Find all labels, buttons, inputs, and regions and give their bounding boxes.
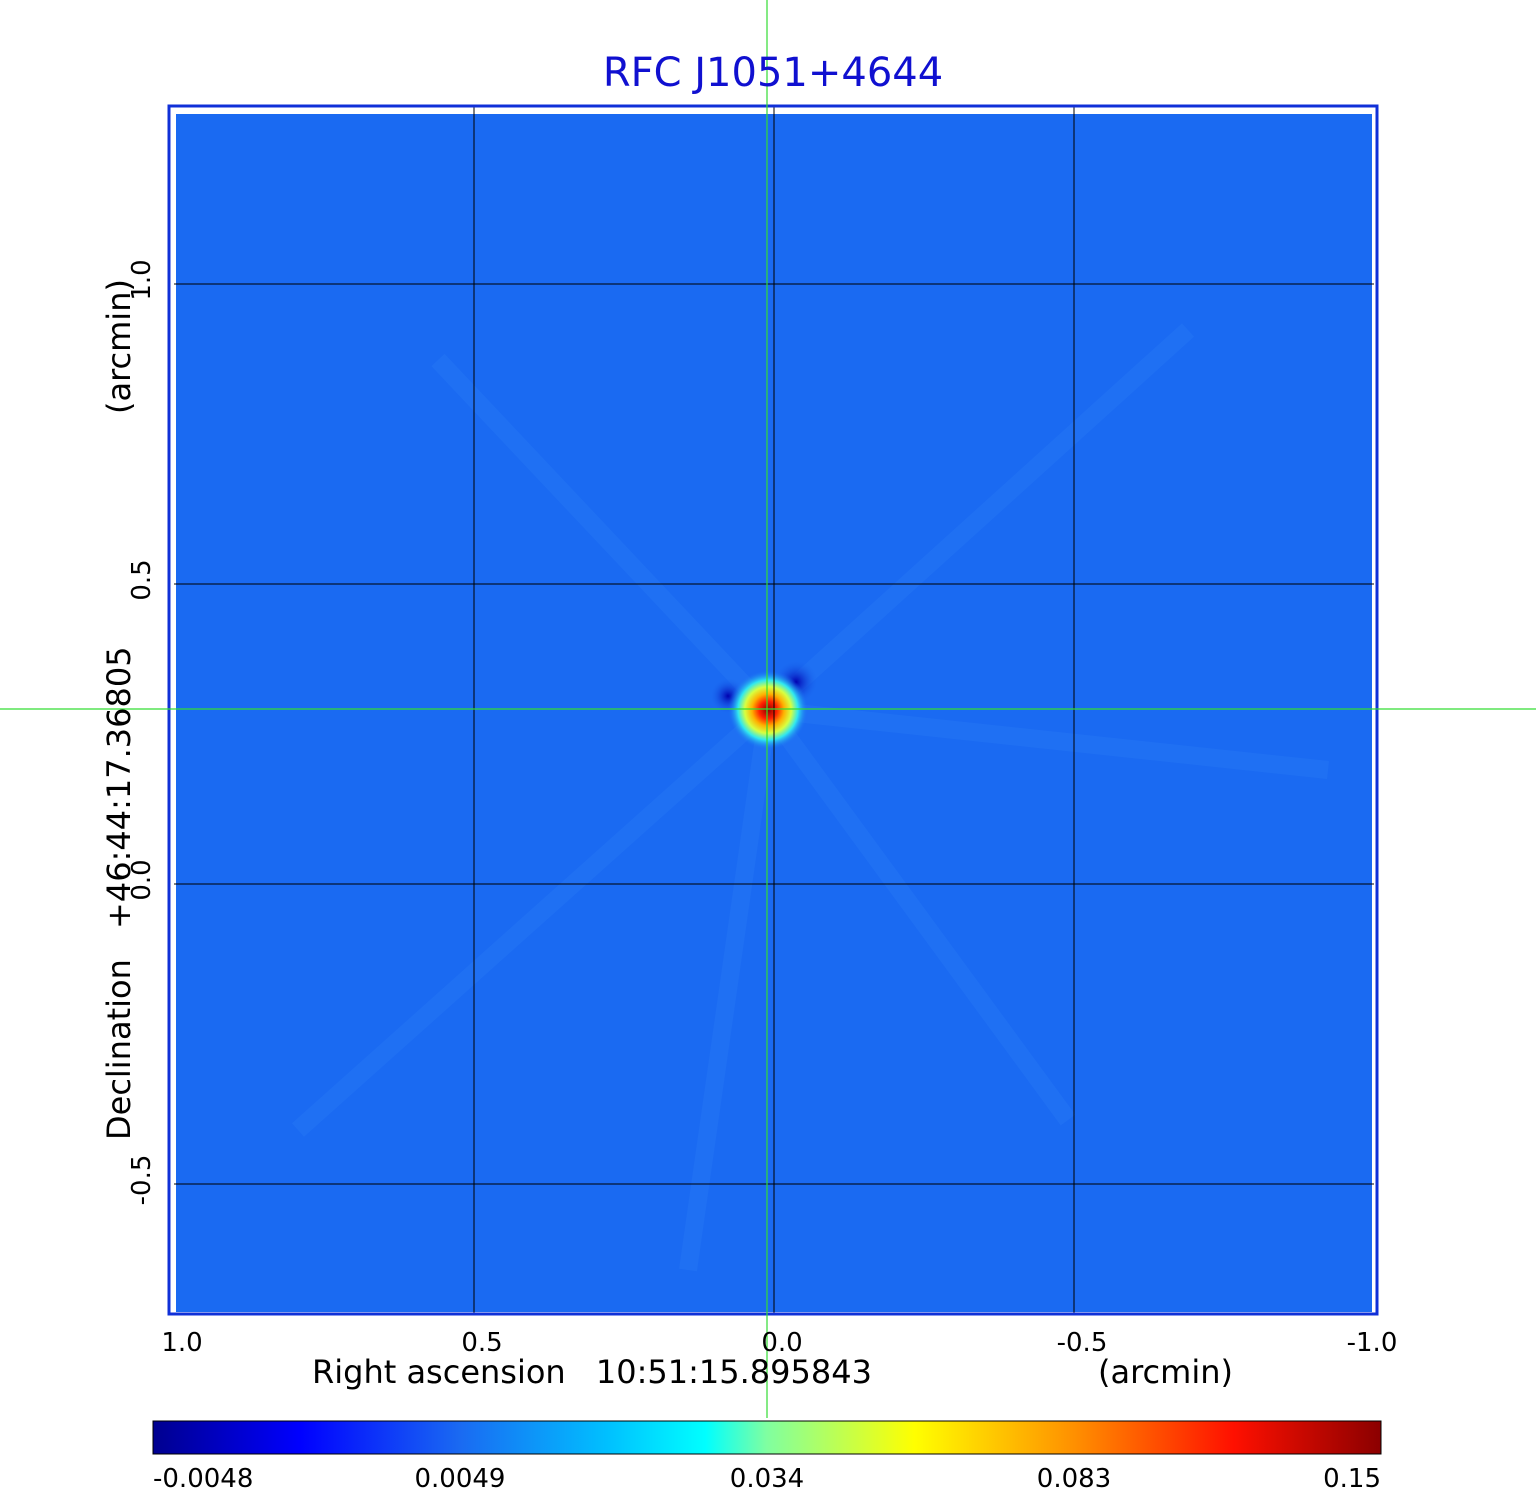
sidelobe-streak-4 bbox=[679, 708, 777, 1272]
colorbar-tick-label: 0.083 bbox=[1037, 1464, 1111, 1494]
x-tick-labels: 1.0 0.5 0.0 -0.5 -1.0 bbox=[161, 1328, 1397, 1358]
sidelobe-streak-5 bbox=[767, 701, 1329, 779]
x-tick-label: 0.5 bbox=[461, 1328, 502, 1358]
y-axis-center: +46:44:17.36805 bbox=[100, 646, 138, 929]
colorbar-tick-label: 0.034 bbox=[730, 1464, 804, 1494]
colorbar-tick-label: 0.0049 bbox=[415, 1464, 506, 1494]
sidelobe-streak-3 bbox=[761, 323, 1195, 717]
colorbar-tick-label: 0.15 bbox=[1323, 1464, 1381, 1494]
radio-source bbox=[710, 660, 818, 750]
x-axis-unit: (arcmin) bbox=[1098, 1353, 1233, 1391]
x-tick-label: -1.0 bbox=[1347, 1328, 1398, 1358]
x-tick-label: 0.0 bbox=[761, 1328, 802, 1358]
x-axis-name: Right ascension bbox=[312, 1353, 566, 1391]
y-axis-label: Declination +46:44:17.36805 bbox=[100, 646, 138, 1140]
colorbar bbox=[152, 1420, 1382, 1455]
source-core bbox=[728, 670, 808, 750]
sidelobe-streak-1 bbox=[760, 704, 1076, 1126]
y-tick-labels: 1.0 0.5 0.0 -0.5 bbox=[127, 259, 157, 1205]
colorbar-tick-label: -0.0048 bbox=[153, 1464, 253, 1494]
sidelobe-streak-2 bbox=[431, 353, 775, 717]
x-axis-center: 10:51:15.895843 bbox=[596, 1353, 872, 1391]
y-tick-label: -0.5 bbox=[127, 1155, 157, 1206]
y-axis-name: Declination bbox=[100, 959, 138, 1140]
sidelobe-streaks bbox=[292, 323, 1329, 1272]
x-tick-label: 1.0 bbox=[161, 1328, 202, 1358]
x-tick-label: -0.5 bbox=[1057, 1328, 1108, 1358]
y-axis-unit: (arcmin) bbox=[100, 279, 138, 414]
y-tick-label: 1.0 bbox=[127, 259, 157, 300]
y-tick-label: 0.0 bbox=[127, 859, 157, 900]
plot-frame bbox=[167, 104, 1379, 1316]
x-axis-label: Right ascension 10:51:15.895843 bbox=[312, 1353, 872, 1391]
y-tick-label: 0.5 bbox=[127, 559, 157, 600]
colorbar-tick-labels: -0.0048 0.0049 0.034 0.083 0.15 bbox=[153, 1464, 1381, 1494]
coordinate-grid bbox=[174, 106, 1374, 1314]
plot-title: RFC J1051+4644 bbox=[603, 50, 943, 96]
sidelobe-streak-0 bbox=[292, 703, 774, 1137]
